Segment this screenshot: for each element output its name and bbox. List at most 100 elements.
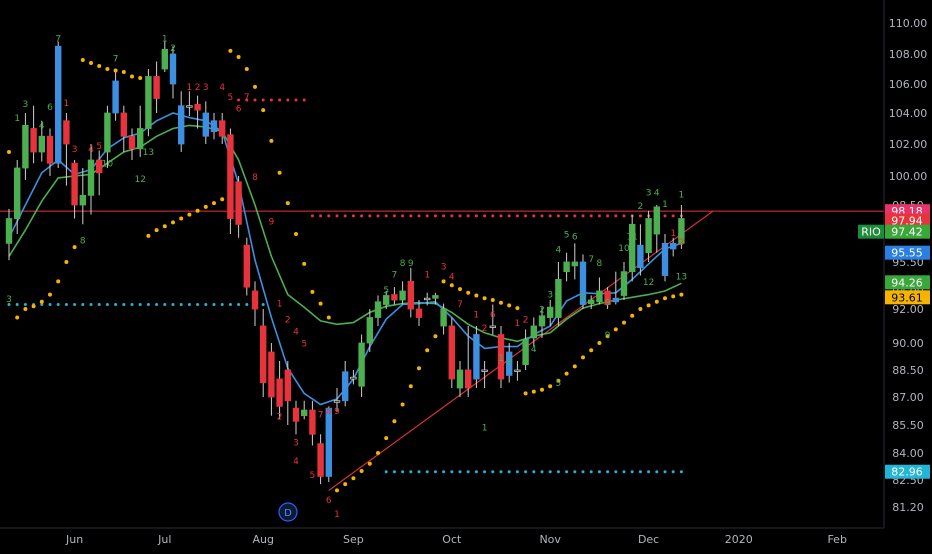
level-dot bbox=[491, 214, 495, 218]
td-count-label: 8 bbox=[80, 236, 86, 246]
level-dot bbox=[401, 214, 405, 218]
psar-dot bbox=[335, 488, 339, 493]
td-count-label: 12 bbox=[643, 278, 654, 288]
candle-body bbox=[350, 376, 357, 380]
level-dot bbox=[376, 214, 380, 218]
psar-layer bbox=[7, 48, 684, 493]
level-dot bbox=[458, 470, 462, 474]
td-count-label: 5 bbox=[310, 471, 316, 481]
psar-dot bbox=[605, 334, 610, 339]
candle-body bbox=[96, 159, 103, 174]
candle-body bbox=[227, 134, 234, 219]
psar-dot bbox=[89, 61, 93, 65]
level-dot bbox=[417, 214, 421, 218]
price-tick-label: 108.00 bbox=[889, 48, 928, 61]
level-dot bbox=[105, 303, 109, 306]
psar-dot bbox=[367, 461, 372, 466]
level-dot bbox=[7, 303, 11, 306]
td-count-label: 3 bbox=[293, 439, 299, 449]
candle-body bbox=[22, 125, 29, 169]
psar-dot bbox=[556, 378, 561, 383]
td-count-label: 7 bbox=[392, 270, 398, 280]
psar-dot bbox=[121, 70, 126, 74]
level-dot bbox=[360, 214, 364, 218]
candle-body bbox=[136, 128, 144, 150]
psar-dot bbox=[507, 303, 512, 308]
td-count-label: 11 bbox=[626, 233, 637, 243]
time-tick-label: Aug bbox=[252, 533, 273, 546]
candle-body bbox=[366, 317, 373, 344]
candle-body bbox=[473, 334, 480, 380]
dividend-marker[interactable]: D bbox=[278, 502, 298, 522]
td-count-label: 4 bbox=[449, 272, 455, 282]
candle-body bbox=[243, 244, 250, 288]
td-count-label: 2 bbox=[277, 412, 283, 422]
candle-body bbox=[399, 290, 406, 301]
level-dot bbox=[278, 98, 282, 102]
td-count-label: 1 bbox=[482, 424, 488, 434]
level-dot bbox=[351, 214, 355, 218]
level-dot bbox=[655, 470, 659, 474]
level-dot bbox=[56, 303, 60, 306]
psar-dot bbox=[277, 170, 282, 175]
price-axis[interactable]: 110.00108.00106.00104.00102.00100.0098.5… bbox=[883, 0, 928, 528]
candle-body bbox=[620, 271, 628, 296]
psar-dot bbox=[564, 371, 569, 376]
td-count-label: 12 bbox=[134, 175, 145, 185]
candle-body bbox=[522, 339, 529, 366]
psar-dot bbox=[113, 68, 118, 73]
td-count-label: 3 bbox=[72, 145, 78, 155]
td-count-label: 6 bbox=[47, 103, 53, 113]
level-dot bbox=[368, 214, 372, 218]
psar-dot bbox=[581, 355, 585, 360]
td-count-label: 8 bbox=[597, 259, 603, 269]
psar-dot bbox=[56, 279, 61, 284]
level-dot bbox=[155, 303, 159, 306]
candle-body bbox=[497, 334, 505, 380]
psar-dot bbox=[138, 76, 143, 80]
candle-body bbox=[538, 315, 546, 327]
candle-body bbox=[235, 181, 242, 225]
candles-layer bbox=[5, 41, 685, 485]
price-label-text: 94.26 bbox=[891, 276, 923, 289]
level-dot bbox=[450, 214, 454, 218]
level-dot bbox=[73, 303, 77, 306]
psar-dot bbox=[154, 228, 159, 233]
psar-dot bbox=[39, 299, 44, 304]
td-count-label: 6 bbox=[490, 311, 496, 321]
candle-body bbox=[448, 325, 455, 380]
td-count-label: 1 bbox=[515, 319, 521, 329]
candle-body bbox=[13, 167, 21, 219]
level-dot bbox=[212, 303, 216, 306]
price-tick-label: 88.50 bbox=[892, 364, 924, 377]
level-dot bbox=[540, 470, 544, 474]
psar-dot bbox=[105, 67, 110, 71]
level-dot bbox=[425, 214, 429, 218]
level-dot bbox=[679, 470, 683, 474]
level-dot bbox=[474, 214, 478, 218]
td-count-label: 8 bbox=[326, 407, 332, 417]
level-dot bbox=[310, 214, 314, 218]
candle-body bbox=[432, 295, 439, 299]
price-tick-label: 106.00 bbox=[889, 78, 928, 91]
time-tick-label: Jun bbox=[65, 533, 83, 546]
level-dot bbox=[630, 470, 634, 474]
candle-body bbox=[407, 280, 414, 310]
candle-body bbox=[547, 306, 554, 318]
candle-body bbox=[563, 261, 570, 273]
psar-dot bbox=[253, 84, 257, 89]
price-label-badge: 97.42 bbox=[885, 224, 930, 239]
candle-body bbox=[629, 223, 636, 273]
dividend-marker-icon[interactable]: D bbox=[278, 502, 298, 522]
psar-dot bbox=[146, 233, 151, 238]
candle-body bbox=[489, 325, 496, 328]
level-dot bbox=[597, 214, 601, 218]
candle-body bbox=[358, 342, 365, 387]
support-trendline bbox=[328, 210, 714, 491]
price-label-text: 95.55 bbox=[891, 247, 923, 260]
time-axis[interactable]: Jun Jul Aug Sep Oct Nov Dec 2020 Feb bbox=[0, 527, 884, 546]
candle-body bbox=[251, 290, 259, 310]
